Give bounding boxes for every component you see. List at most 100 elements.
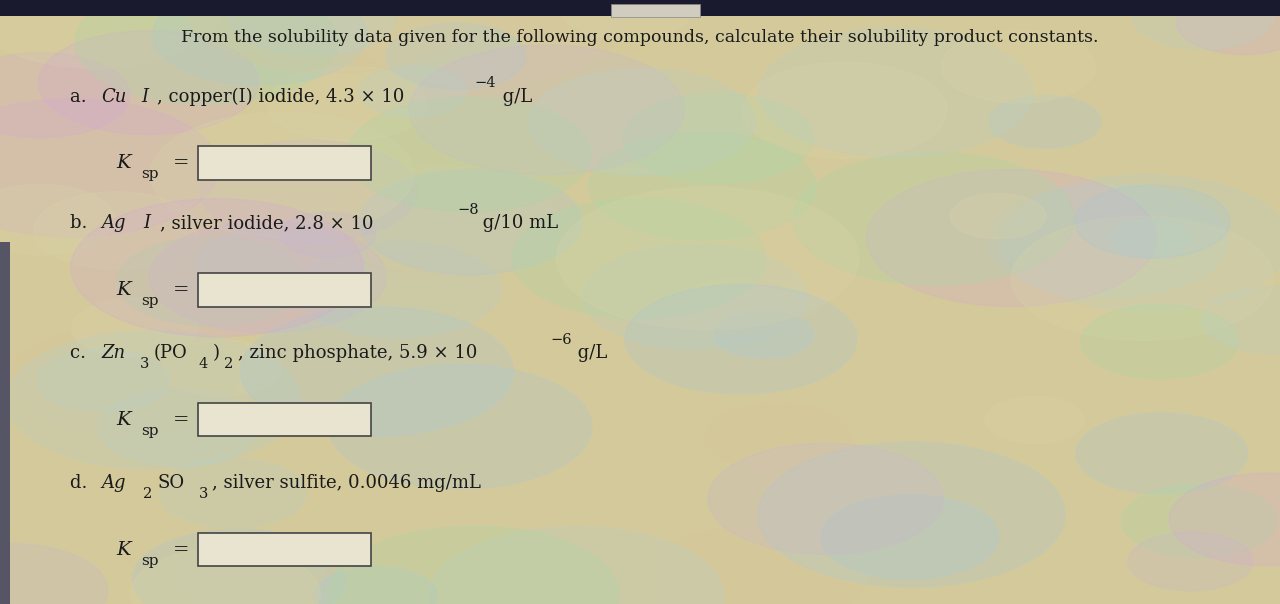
- Circle shape: [529, 68, 755, 175]
- Text: b.: b.: [70, 214, 93, 233]
- Circle shape: [70, 199, 364, 336]
- Circle shape: [1169, 473, 1280, 566]
- Circle shape: [280, 212, 376, 257]
- Circle shape: [358, 66, 467, 117]
- Circle shape: [988, 184, 1229, 298]
- FancyBboxPatch shape: [198, 403, 371, 436]
- Text: (PO: (PO: [154, 344, 187, 362]
- Circle shape: [1076, 413, 1248, 494]
- Circle shape: [1011, 216, 1274, 340]
- Circle shape: [0, 0, 223, 68]
- Circle shape: [1176, 0, 1280, 54]
- Circle shape: [677, 278, 799, 335]
- Circle shape: [950, 193, 1046, 239]
- Circle shape: [1082, 304, 1239, 379]
- Text: =: =: [173, 154, 189, 172]
- Text: sp: sp: [141, 167, 159, 181]
- Circle shape: [986, 397, 1084, 443]
- Circle shape: [708, 443, 943, 554]
- Text: , zinc phosphate, 5.9 × 10: , zinc phosphate, 5.9 × 10: [238, 344, 477, 362]
- Circle shape: [325, 165, 558, 276]
- Text: , copper(I) iodide, 4.3 × 10: , copper(I) iodide, 4.3 × 10: [157, 88, 404, 106]
- Circle shape: [132, 529, 346, 604]
- Circle shape: [625, 284, 856, 394]
- Text: I: I: [141, 88, 148, 106]
- Circle shape: [74, 0, 338, 104]
- Circle shape: [0, 184, 115, 255]
- Circle shape: [0, 53, 131, 138]
- Text: sp: sp: [141, 294, 159, 308]
- Circle shape: [184, 0, 484, 73]
- Circle shape: [241, 307, 513, 436]
- Circle shape: [329, 365, 591, 489]
- Circle shape: [152, 0, 367, 85]
- Text: 3: 3: [140, 357, 148, 371]
- Text: Ag: Ag: [101, 214, 125, 233]
- Text: −4: −4: [475, 76, 497, 91]
- Circle shape: [704, 403, 850, 472]
- Circle shape: [1121, 484, 1276, 557]
- Text: −8: −8: [457, 203, 479, 217]
- Circle shape: [589, 132, 815, 240]
- Circle shape: [200, 140, 417, 243]
- Circle shape: [387, 24, 526, 89]
- Text: SO: SO: [157, 474, 184, 492]
- FancyBboxPatch shape: [198, 146, 371, 180]
- Text: K: K: [116, 411, 131, 429]
- Text: K: K: [116, 154, 131, 172]
- Circle shape: [298, 242, 500, 338]
- Text: , silver sulfite, 0.0046 mg/mL: , silver sulfite, 0.0046 mg/mL: [212, 474, 481, 492]
- Circle shape: [736, 280, 824, 321]
- Text: c.: c.: [70, 344, 92, 362]
- Circle shape: [989, 95, 1101, 148]
- Circle shape: [116, 237, 305, 326]
- Circle shape: [794, 153, 1074, 285]
- Circle shape: [99, 390, 259, 466]
- Text: =: =: [173, 281, 189, 299]
- Text: g/L: g/L: [497, 88, 532, 106]
- FancyBboxPatch shape: [0, 0, 1280, 16]
- Text: −6: −6: [550, 333, 572, 347]
- Text: =: =: [173, 411, 189, 429]
- Text: sp: sp: [141, 553, 159, 568]
- Text: K: K: [116, 281, 131, 299]
- Circle shape: [72, 298, 198, 358]
- Circle shape: [6, 326, 238, 434]
- Circle shape: [37, 350, 170, 412]
- Circle shape: [820, 495, 998, 579]
- FancyBboxPatch shape: [198, 273, 371, 307]
- Circle shape: [650, 525, 867, 604]
- Circle shape: [6, 331, 301, 469]
- Circle shape: [867, 170, 1157, 306]
- Text: Ag: Ag: [101, 474, 125, 492]
- Text: , silver iodide, 2.8 × 10: , silver iodide, 2.8 × 10: [160, 214, 374, 233]
- Circle shape: [268, 66, 426, 141]
- Circle shape: [714, 311, 814, 358]
- Text: sp: sp: [141, 423, 159, 438]
- Text: d.: d.: [70, 474, 93, 492]
- Circle shape: [512, 199, 765, 318]
- Circle shape: [195, 227, 365, 307]
- Text: I: I: [143, 214, 151, 233]
- Text: a.: a.: [70, 88, 92, 106]
- Circle shape: [33, 191, 198, 269]
- FancyBboxPatch shape: [0, 242, 10, 604]
- Circle shape: [623, 94, 814, 183]
- Text: 3: 3: [198, 487, 207, 501]
- Circle shape: [348, 97, 590, 212]
- Circle shape: [329, 526, 620, 604]
- Circle shape: [759, 28, 1033, 157]
- Circle shape: [315, 567, 436, 604]
- Circle shape: [1075, 185, 1230, 258]
- Circle shape: [742, 62, 947, 159]
- Circle shape: [1001, 175, 1280, 311]
- Text: K: K: [116, 541, 131, 559]
- Circle shape: [941, 30, 1096, 103]
- Circle shape: [355, 0, 626, 82]
- Text: 4: 4: [198, 357, 207, 371]
- Text: g/L: g/L: [572, 344, 608, 362]
- Text: =: =: [173, 541, 189, 559]
- Circle shape: [360, 170, 582, 275]
- Circle shape: [159, 458, 306, 528]
- Circle shape: [1133, 0, 1275, 50]
